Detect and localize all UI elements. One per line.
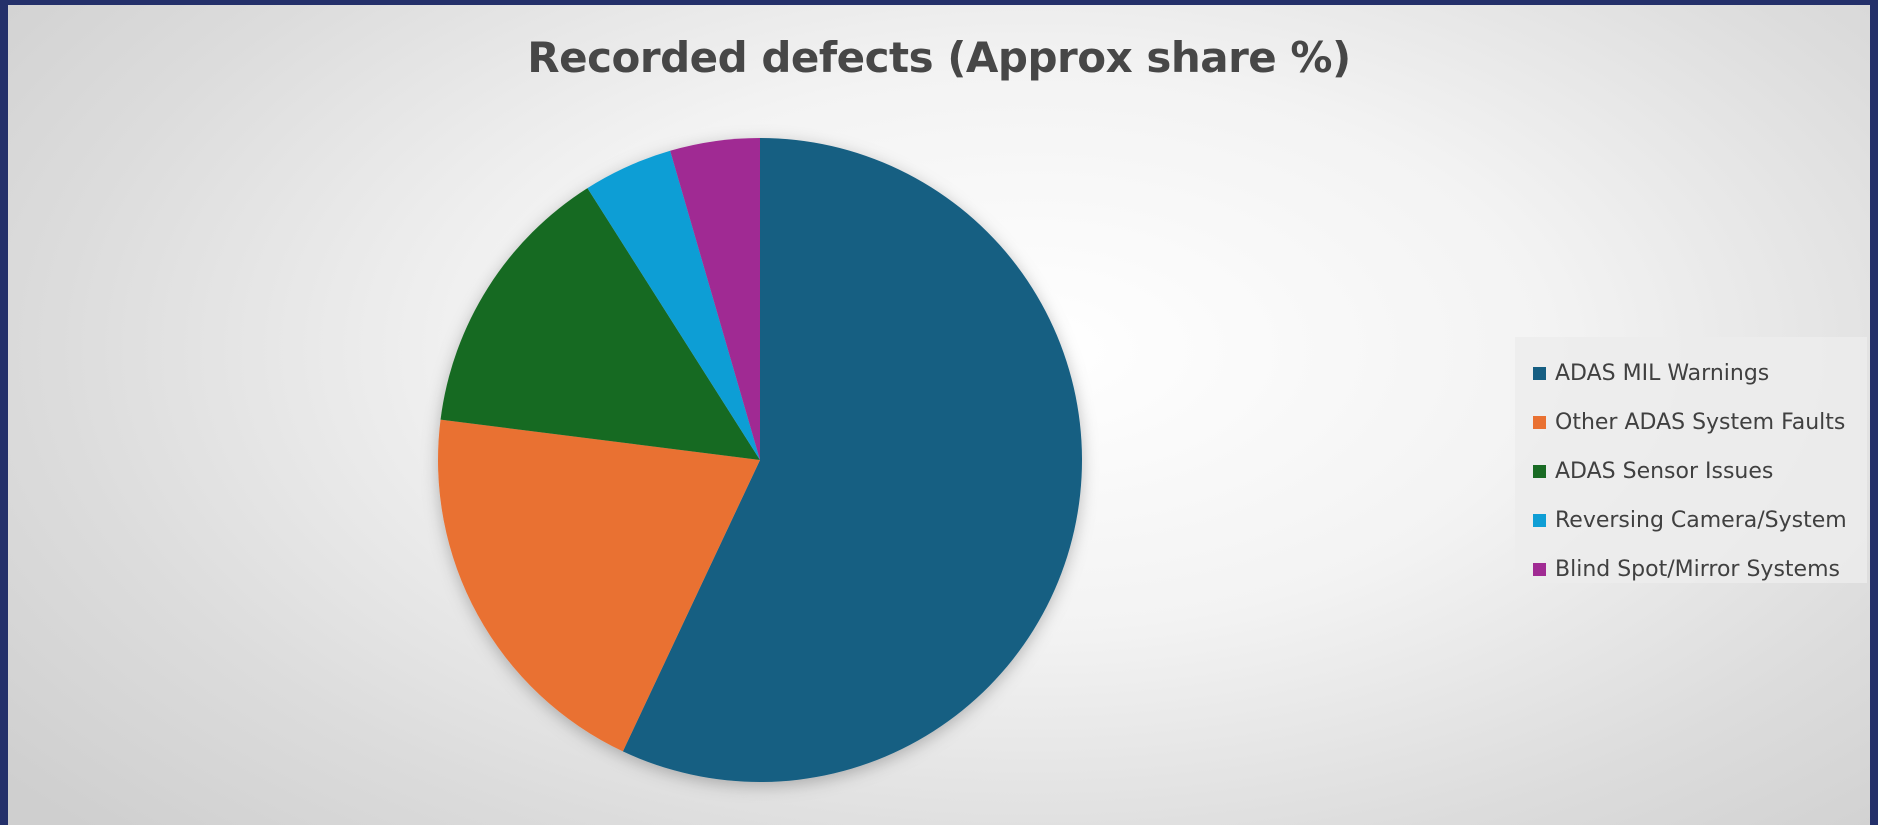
- legend-swatch: [1533, 563, 1546, 576]
- legend-swatch: [1533, 367, 1546, 380]
- pie-slice-other-adas-system-faults: [438, 419, 760, 752]
- chart-area: Recorded defects (Approx share %) ADAS M…: [8, 5, 1870, 825]
- pie-slice-adas-sensor-issues: [440, 188, 760, 460]
- legend-swatch: [1533, 465, 1546, 478]
- legend: ADAS MIL Warnings Other ADAS System Fault…: [1515, 337, 1867, 583]
- legend-item: Reversing Camera/System: [1515, 496, 1867, 545]
- pie-slices: [438, 138, 1082, 782]
- legend-label: Blind Spot/Mirror Systems: [1555, 557, 1840, 582]
- legend-label: ADAS MIL Warnings: [1555, 361, 1770, 386]
- legend-item: ADAS Sensor Issues: [1515, 447, 1867, 496]
- legend-swatch: [1533, 416, 1546, 429]
- pie-chart: [438, 138, 1082, 782]
- legend-item: ADAS MIL Warnings: [1515, 349, 1867, 398]
- legend-label: Reversing Camera/System: [1555, 508, 1847, 533]
- pie-slice-adas-mil-warnings: [622, 138, 1082, 782]
- legend-label: Other ADAS System Faults: [1555, 410, 1846, 435]
- legend-label: ADAS Sensor Issues: [1555, 459, 1774, 484]
- legend-swatch: [1533, 514, 1546, 527]
- chart-title: Recorded defects (Approx share %): [527, 33, 1351, 82]
- pie-slice-reversing-camera-system: [587, 150, 760, 460]
- legend-item: Other ADAS System Faults: [1515, 398, 1867, 447]
- legend-item: Blind Spot/Mirror Systems: [1515, 545, 1867, 594]
- pie-slice-blind-spot-mirror-systems: [670, 138, 760, 460]
